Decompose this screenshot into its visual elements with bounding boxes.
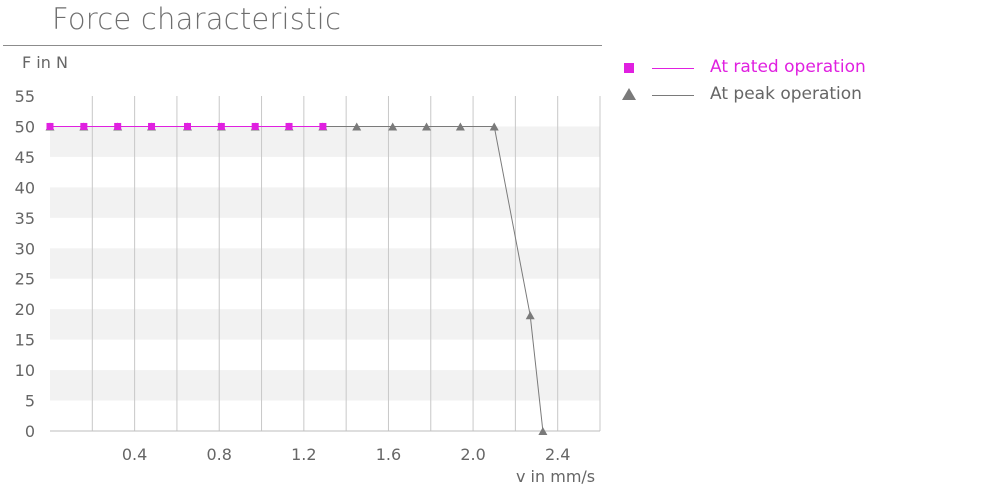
- data-point-rated: [251, 122, 259, 130]
- data-point-rated: [184, 122, 191, 130]
- y-tick-label: 5: [25, 392, 35, 411]
- legend-line-rated: [652, 68, 694, 69]
- y-tick-label: 40: [15, 178, 35, 197]
- grid-band: [50, 187, 600, 218]
- y-tick-label: 55: [15, 87, 35, 106]
- data-point-peak: [538, 427, 548, 435]
- y-tick-label: 35: [15, 209, 35, 228]
- legend-item-rated: At rated operation: [620, 57, 960, 79]
- legend-square-marker-icon: [620, 57, 640, 77]
- data-point-rated: [114, 122, 122, 130]
- chart-title: Force characteristic: [52, 2, 342, 36]
- grid-band: [50, 370, 600, 401]
- x-tick-label: 0.8: [207, 445, 232, 464]
- grid-band: [50, 309, 600, 340]
- y-tick-label: 25: [15, 270, 35, 289]
- legend-item-peak: At peak operation: [620, 84, 960, 106]
- grid-band: [50, 248, 600, 279]
- data-point-peak: [489, 122, 499, 131]
- x-tick-label: 1.6: [376, 445, 401, 464]
- x-axis-label: v in mm/s: [516, 467, 596, 486]
- data-point-peak: [455, 122, 465, 131]
- y-tick-label: 0: [25, 422, 35, 441]
- y-axis-label: F in N: [22, 53, 68, 72]
- y-tick-label: 15: [15, 331, 35, 350]
- data-point-rated: [46, 122, 54, 130]
- x-tick-label: 2.0: [460, 445, 485, 464]
- y-tick-label: 50: [15, 117, 35, 136]
- data-point-rated: [319, 122, 327, 130]
- grid-band: [50, 126, 600, 157]
- x-tick-label: 2.4: [545, 445, 570, 464]
- data-point-peak: [525, 311, 535, 320]
- data-point-peak: [422, 122, 432, 131]
- data-point-rated: [80, 122, 88, 130]
- legend-label-rated: At rated operation: [710, 57, 866, 77]
- y-tick-label: 30: [15, 239, 35, 258]
- title-divider: [3, 45, 602, 46]
- y-tick-label: 20: [15, 300, 35, 319]
- y-tick-label: 10: [15, 361, 35, 380]
- data-point-rated: [217, 122, 225, 130]
- data-point-rated: [148, 122, 156, 130]
- data-point-rated: [285, 122, 293, 130]
- legend-label-peak: At peak operation: [710, 84, 862, 104]
- x-tick-label: 0.4: [122, 445, 147, 464]
- legend-triangle-marker-icon: [620, 84, 640, 104]
- x-tick-label: 1.2: [291, 445, 316, 464]
- data-point-peak: [352, 122, 362, 131]
- data-point-peak: [388, 122, 398, 131]
- legend-line-peak: [652, 95, 694, 96]
- y-tick-label: 45: [15, 148, 35, 167]
